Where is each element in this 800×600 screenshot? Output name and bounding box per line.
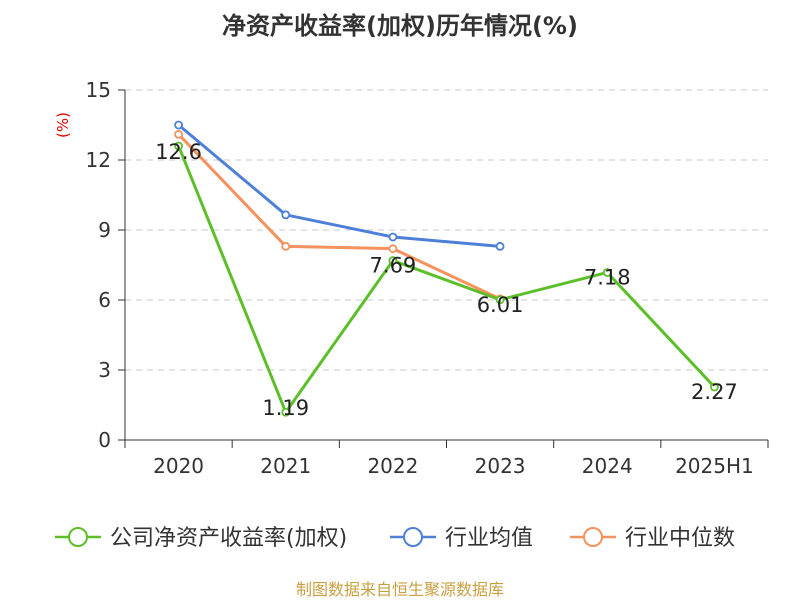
series-point: [495, 295, 505, 305]
y-tick-label: 0: [98, 428, 111, 452]
legend: 公司净资产收益率(加权) 行业均值 行业中位数: [55, 526, 735, 551]
series-point: [388, 244, 398, 254]
chart-title: 净资产收益率(加权)历年情况(%): [222, 12, 578, 40]
gridlines: [125, 89, 768, 371]
x-tick-label: 2022: [367, 454, 418, 478]
data-label: 6.01: [477, 293, 524, 317]
series-point: [388, 232, 398, 242]
x-tick-label: 2025H1: [675, 454, 754, 478]
legend-label: 行业中位数: [625, 526, 735, 551]
series-layer: [174, 120, 719, 417]
series-point: [174, 129, 183, 139]
series-line: [177, 145, 716, 414]
legend-swatch-marker: [583, 527, 603, 547]
x-tick-label: 2024: [582, 454, 633, 478]
y-tick-label: 15: [86, 78, 111, 102]
y-axis-label: (%): [54, 112, 72, 138]
series-point: [281, 210, 291, 220]
data-label: 12.6: [155, 140, 202, 164]
legend-label: 行业均值: [445, 526, 533, 551]
series-point: [710, 382, 719, 392]
data-label: 2.27: [691, 380, 738, 404]
data-label: 7.18: [584, 265, 631, 289]
y-tick-label: 9: [98, 218, 111, 242]
data-label: 1.19: [262, 396, 309, 420]
data-label: 7.69: [370, 254, 417, 278]
axes: 0 3 6 9 12 15 2020 2021 2022 2023 2024 2025H1: [86, 78, 769, 478]
legend-label: 公司净资产收益率(加权): [110, 526, 347, 551]
series-point: [174, 141, 183, 151]
series-point: [174, 120, 183, 130]
legend-swatch-marker: [403, 527, 423, 547]
x-tick-label: 2023: [475, 454, 526, 478]
series-point: [495, 241, 505, 251]
series-point: [281, 241, 291, 251]
series-point: [281, 407, 291, 417]
series-line: [177, 133, 501, 301]
x-tick-label: 2020: [153, 454, 204, 478]
series-point: [602, 268, 612, 277]
legend-swatch-marker: [68, 527, 88, 547]
x-tick-label: 2021: [260, 454, 311, 478]
y-tick-label: 3: [98, 358, 111, 382]
series-point: [388, 256, 398, 265]
y-tick-label: 12: [86, 148, 111, 172]
source-note: 制图数据来自恒生聚源数据库: [296, 580, 504, 599]
series-line: [177, 123, 501, 248]
y-tick-label: 6: [98, 288, 111, 312]
data-labels: 12.6 1.19 7.69 6.01 7.18 2.27: [155, 140, 738, 420]
